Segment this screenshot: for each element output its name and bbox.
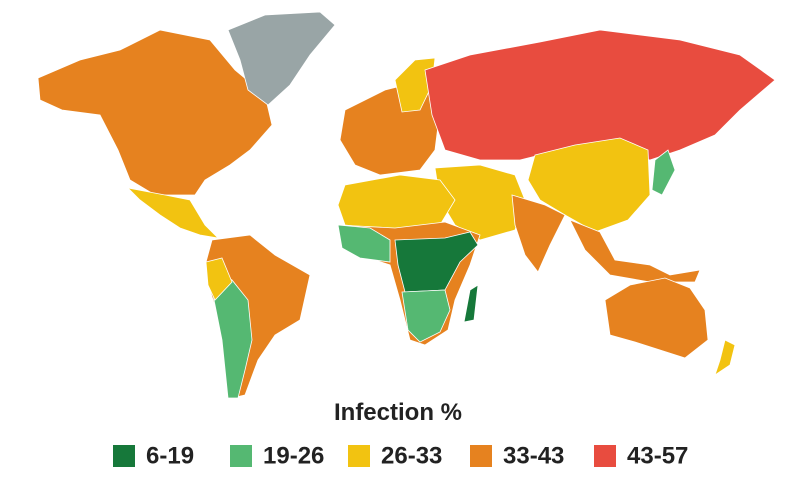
india — [511, 194, 566, 273]
legend-label: 26-33 — [381, 442, 442, 469]
southern-africa — [401, 289, 451, 343]
greenland — [227, 11, 336, 106]
legend-label: 43-57 — [627, 442, 688, 469]
legend: 6-19 19-26 26-33 33-43 43-57 — [113, 442, 688, 469]
japan — [651, 149, 676, 196]
legend-label: 33-43 — [503, 442, 564, 469]
legend-title: Infection % — [334, 399, 462, 426]
map — [37, 11, 776, 399]
legend-swatch — [594, 445, 616, 467]
legend-swatch — [113, 445, 135, 467]
south-america-west — [209, 267, 253, 399]
legend-swatch — [348, 445, 370, 467]
west-africa — [337, 224, 391, 263]
china — [527, 137, 651, 233]
new-zealand — [714, 339, 736, 376]
legend-label: 19-26 — [263, 442, 324, 469]
andes-north — [205, 257, 233, 301]
central-america — [126, 187, 220, 239]
north-america — [37, 29, 273, 196]
southeast-asia — [569, 219, 701, 283]
legend-label: 6-19 — [146, 442, 194, 469]
madagascar — [463, 284, 479, 323]
russia — [424, 29, 776, 161]
australia — [604, 277, 709, 359]
legend-swatch — [230, 445, 252, 467]
central-africa — [394, 231, 479, 293]
north-africa — [337, 174, 456, 231]
legend-swatch — [470, 445, 492, 467]
